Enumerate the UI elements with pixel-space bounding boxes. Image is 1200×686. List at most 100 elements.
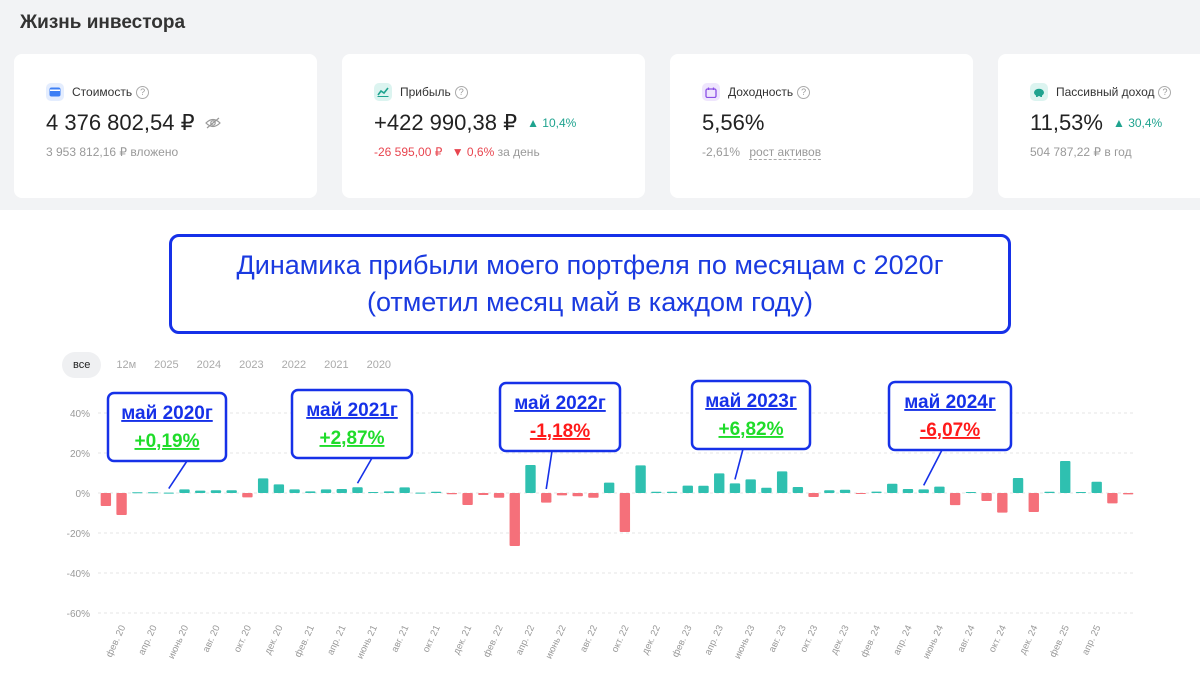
bar[interactable] (368, 492, 379, 493)
bar[interactable] (887, 483, 898, 493)
bar[interactable] (320, 489, 332, 493)
bar[interactable] (682, 485, 693, 493)
bar[interactable] (729, 483, 741, 493)
bar[interactable] (949, 493, 961, 506)
card-label: Стоимость (72, 85, 133, 99)
callout-value: +2,87% (320, 428, 385, 449)
bar[interactable] (1060, 461, 1071, 493)
bar[interactable] (824, 490, 835, 493)
bar[interactable] (714, 473, 725, 493)
bar[interactable] (430, 491, 442, 493)
bar[interactable] (855, 493, 866, 494)
callout-pointer (168, 460, 188, 490)
bar[interactable] (493, 493, 505, 498)
bar[interactable] (1091, 481, 1102, 493)
tab-2023[interactable]: 2023 (239, 359, 264, 371)
help-icon[interactable]: ? (136, 85, 150, 99)
tab-2021[interactable]: 2021 (324, 359, 349, 371)
bar[interactable] (132, 492, 143, 494)
help-icon[interactable]: ? (1158, 85, 1172, 99)
bar[interactable] (556, 493, 568, 496)
bar[interactable] (1044, 491, 1055, 493)
bar[interactable] (572, 493, 583, 497)
bar[interactable] (1075, 492, 1087, 493)
card-sub: 504 787,22 ₽ в год (1030, 145, 1132, 159)
x-tick-label: фев. 22 (481, 624, 505, 659)
bar[interactable] (336, 489, 347, 493)
bar[interactable] (478, 493, 489, 495)
bar[interactable] (792, 487, 804, 493)
chart-line-icon (374, 83, 392, 101)
bar[interactable] (918, 489, 929, 493)
title-annotation: Динамика прибыли моего портфеля по месяц… (169, 234, 1011, 334)
bar[interactable] (446, 493, 458, 495)
bar[interactable] (163, 492, 174, 494)
bar[interactable] (1028, 493, 1039, 512)
bar[interactable] (289, 489, 300, 493)
x-tick-label: апр. 20 (136, 624, 159, 657)
bar[interactable] (415, 492, 426, 494)
bar[interactable] (1107, 493, 1118, 504)
bar[interactable] (509, 493, 520, 546)
x-tick-label: окт. 21 (421, 624, 443, 655)
bar[interactable] (588, 493, 599, 498)
tab-all[interactable]: все (62, 352, 102, 378)
help-icon[interactable]: ? (797, 85, 811, 99)
bar[interactable] (462, 493, 473, 505)
bar[interactable] (698, 485, 709, 493)
bar[interactable] (635, 465, 646, 493)
y-tick-label: 40% (70, 409, 90, 420)
bar[interactable] (745, 479, 756, 493)
bar[interactable] (666, 491, 678, 493)
bar[interactable] (902, 489, 914, 493)
bar[interactable] (776, 471, 788, 493)
x-tick-label: апр. 24 (891, 624, 914, 657)
bar[interactable] (1012, 478, 1024, 493)
bar[interactable] (100, 493, 112, 506)
x-tick-label: дек. 22 (640, 624, 663, 657)
callout-label: май 2023г (705, 391, 797, 412)
bar[interactable] (195, 490, 206, 493)
bar[interactable] (541, 493, 552, 503)
x-tick-label: окт. 22 (610, 624, 632, 655)
bar[interactable] (981, 493, 992, 501)
card-sub: 3 953 812,16 ₽ вложено (46, 145, 179, 159)
bar[interactable] (651, 491, 662, 493)
bar[interactable] (997, 493, 1008, 513)
bar[interactable] (116, 493, 127, 515)
tab-2020[interactable]: 2020 (366, 359, 392, 371)
period-tabs: все 12м 2025 2024 2023 2022 2021 2020 (62, 352, 400, 378)
tab-2022[interactable]: 2022 (281, 359, 307, 371)
bar[interactable] (226, 490, 237, 493)
bar[interactable] (934, 486, 945, 493)
bar[interactable] (147, 492, 159, 494)
help-icon[interactable]: ? (454, 85, 468, 99)
card-pribyl: Прибыль ? +422 990,38 ₽ ▲ 10,4% -26 595,… (342, 54, 645, 198)
bar[interactable] (383, 491, 395, 493)
bar[interactable] (965, 492, 977, 493)
bar[interactable] (619, 493, 631, 532)
tab-12m[interactable]: 12м (116, 359, 137, 371)
bar[interactable] (257, 478, 269, 493)
bar[interactable] (839, 489, 851, 493)
bar[interactable] (871, 491, 882, 493)
bar[interactable] (273, 484, 285, 493)
bar[interactable] (761, 487, 772, 493)
bar[interactable] (352, 487, 363, 493)
bar[interactable] (399, 487, 410, 493)
bar[interactable] (525, 465, 536, 493)
x-tick-label: апр. 22 (514, 624, 537, 657)
bar[interactable] (179, 489, 190, 493)
growth-link[interactable]: рост активов (749, 145, 822, 160)
bar[interactable] (305, 491, 316, 493)
tab-2024[interactable]: 2024 (196, 359, 222, 371)
bar[interactable] (808, 493, 819, 497)
card-value: 5,56% (702, 110, 765, 135)
bar[interactable] (210, 490, 222, 493)
eye-off-icon[interactable] (204, 117, 221, 129)
tab-2025[interactable]: 2025 (154, 359, 179, 371)
bar[interactable] (603, 482, 615, 493)
bar[interactable] (1122, 493, 1134, 495)
bar[interactable] (242, 493, 253, 498)
callout-label: май 2022г (514, 393, 606, 414)
